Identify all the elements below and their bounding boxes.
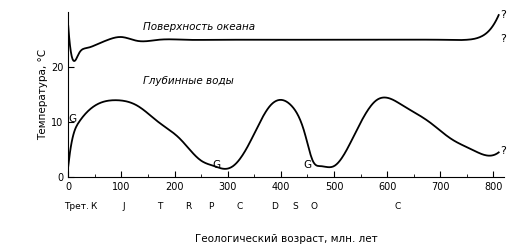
Text: Поверхность океана: Поверхность океана [143, 22, 255, 32]
Text: Трет.: Трет. [64, 202, 89, 211]
Text: S: S [292, 202, 298, 211]
Text: C: C [395, 202, 401, 211]
Text: C: C [236, 202, 243, 211]
Text: ?: ? [500, 34, 506, 44]
Text: К: К [90, 202, 97, 211]
Text: D: D [271, 202, 278, 211]
Text: Глубинные воды: Глубинные воды [143, 76, 234, 86]
Y-axis label: Температура, °С: Температура, °С [38, 49, 48, 140]
Text: ?: ? [500, 146, 506, 156]
Text: R: R [185, 202, 191, 211]
Text: G: G [303, 160, 311, 170]
Text: O: O [310, 202, 318, 211]
Text: T: T [157, 202, 163, 211]
Text: Геологический возраст, млн. лет: Геологический возраст, млн. лет [195, 233, 377, 244]
Text: G: G [212, 160, 220, 170]
Text: ?: ? [500, 10, 506, 20]
Text: J: J [123, 202, 125, 211]
Text: G: G [68, 114, 77, 124]
Text: Р: Р [208, 202, 213, 211]
